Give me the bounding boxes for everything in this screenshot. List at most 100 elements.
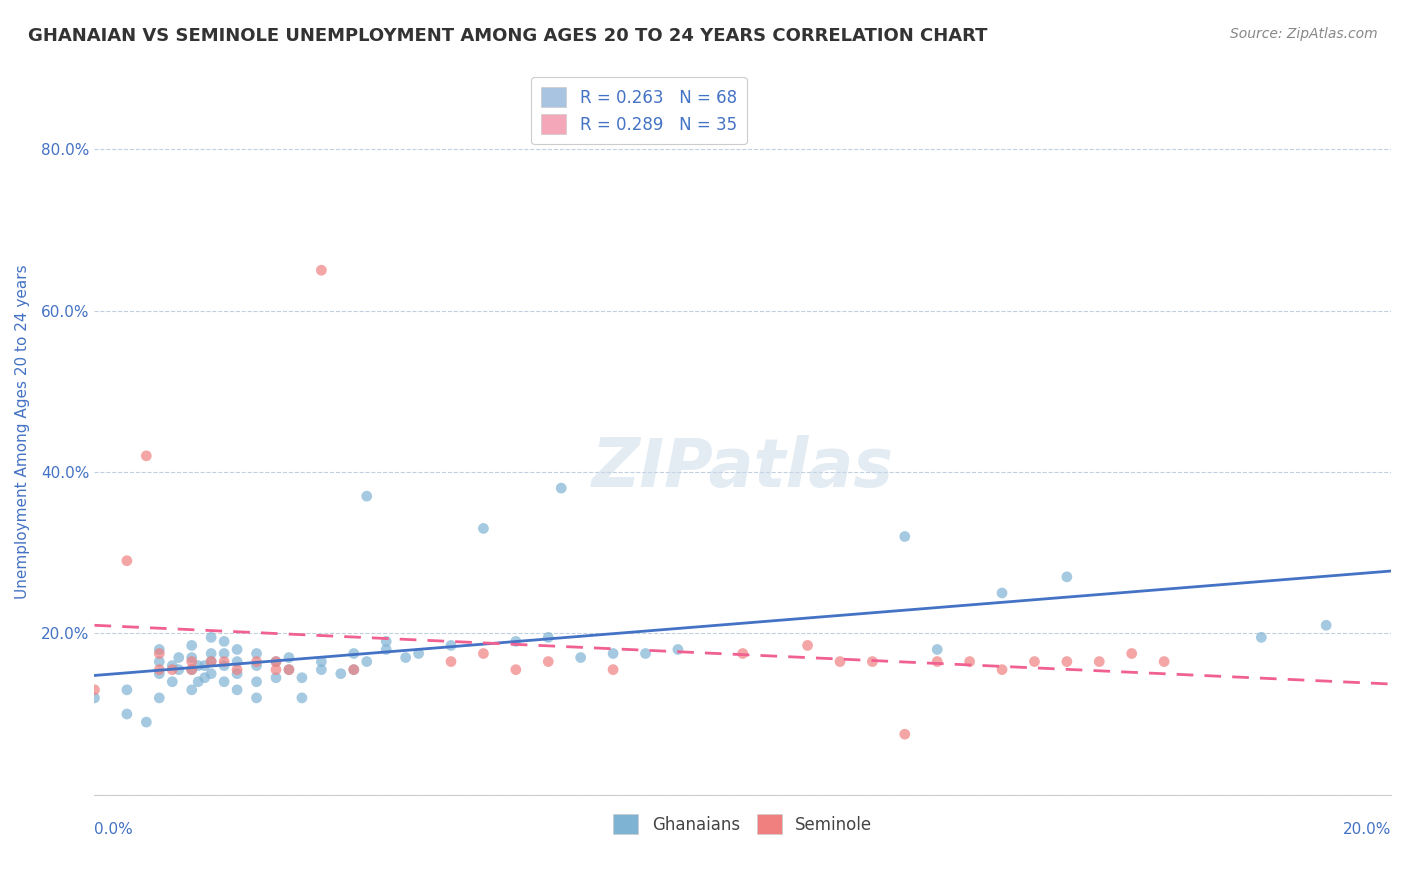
Point: [212, 647, 235, 661]
Point: [245, 655, 267, 669]
Y-axis label: Unemployment Among Ages 20 to 24 years: Unemployment Among Ages 20 to 24 years: [15, 264, 30, 599]
Point: [212, 674, 235, 689]
Point: [927, 655, 949, 669]
Point: [1056, 655, 1078, 669]
Text: 0.0%: 0.0%: [94, 822, 134, 838]
Point: [796, 639, 818, 653]
Point: [245, 690, 267, 705]
Point: [167, 650, 190, 665]
Point: [408, 647, 430, 661]
Point: [212, 658, 235, 673]
Point: [440, 655, 463, 669]
Point: [187, 658, 209, 673]
Text: GHANAIAN VS SEMINOLE UNEMPLOYMENT AMONG AGES 20 TO 24 YEARS CORRELATION CHART: GHANAIAN VS SEMINOLE UNEMPLOYMENT AMONG …: [28, 27, 987, 45]
Point: [959, 655, 981, 669]
Point: [505, 634, 527, 648]
Point: [278, 650, 301, 665]
Point: [148, 663, 170, 677]
Point: [375, 634, 398, 648]
Point: [187, 674, 209, 689]
Point: [212, 634, 235, 648]
Point: [135, 449, 157, 463]
Point: [1088, 655, 1111, 669]
Point: [226, 642, 249, 657]
Point: [264, 671, 287, 685]
Point: [550, 481, 572, 495]
Legend: Ghanaians, Seminole: Ghanaians, Seminole: [603, 804, 882, 845]
Point: [1153, 655, 1175, 669]
Point: [1315, 618, 1337, 632]
Point: [200, 655, 222, 669]
Point: [927, 642, 949, 657]
Point: [343, 663, 366, 677]
Point: [505, 663, 527, 677]
Point: [115, 554, 138, 568]
Point: [148, 647, 170, 661]
Point: [226, 682, 249, 697]
Point: [343, 647, 366, 661]
Point: [148, 642, 170, 657]
Point: [1250, 631, 1272, 645]
Point: [162, 658, 184, 673]
Point: [537, 655, 560, 669]
Point: [135, 715, 157, 730]
Point: [180, 650, 202, 665]
Point: [115, 682, 138, 697]
Point: [245, 674, 267, 689]
Point: [569, 650, 592, 665]
Point: [148, 690, 170, 705]
Point: [278, 663, 301, 677]
Point: [602, 663, 624, 677]
Point: [200, 655, 222, 669]
Point: [200, 647, 222, 661]
Point: [264, 655, 287, 669]
Point: [1024, 655, 1046, 669]
Point: [356, 489, 378, 503]
Point: [278, 663, 301, 677]
Point: [311, 263, 333, 277]
Point: [264, 655, 287, 669]
Point: [472, 647, 495, 661]
Point: [860, 655, 883, 669]
Point: [291, 690, 314, 705]
Point: [602, 647, 624, 661]
Point: [828, 655, 851, 669]
Point: [180, 655, 202, 669]
Point: [472, 521, 495, 535]
Text: 20.0%: 20.0%: [1343, 822, 1391, 838]
Point: [1121, 647, 1143, 661]
Point: [245, 647, 267, 661]
Point: [226, 655, 249, 669]
Point: [180, 639, 202, 653]
Point: [731, 647, 754, 661]
Point: [291, 671, 314, 685]
Point: [200, 666, 222, 681]
Point: [226, 666, 249, 681]
Point: [226, 663, 249, 677]
Point: [991, 586, 1014, 600]
Point: [343, 663, 366, 677]
Point: [180, 682, 202, 697]
Point: [212, 655, 235, 669]
Point: [180, 663, 202, 677]
Point: [991, 663, 1014, 677]
Point: [162, 674, 184, 689]
Point: [329, 666, 352, 681]
Point: [311, 663, 333, 677]
Text: ZIPatlas: ZIPatlas: [592, 435, 894, 501]
Point: [634, 647, 657, 661]
Point: [194, 671, 217, 685]
Text: Source: ZipAtlas.com: Source: ZipAtlas.com: [1230, 27, 1378, 41]
Point: [194, 658, 217, 673]
Point: [440, 639, 463, 653]
Point: [83, 682, 105, 697]
Point: [148, 655, 170, 669]
Point: [375, 642, 398, 657]
Point: [395, 650, 418, 665]
Point: [1056, 570, 1078, 584]
Point: [200, 631, 222, 645]
Point: [894, 529, 917, 543]
Point: [537, 631, 560, 645]
Point: [115, 706, 138, 721]
Point: [245, 658, 267, 673]
